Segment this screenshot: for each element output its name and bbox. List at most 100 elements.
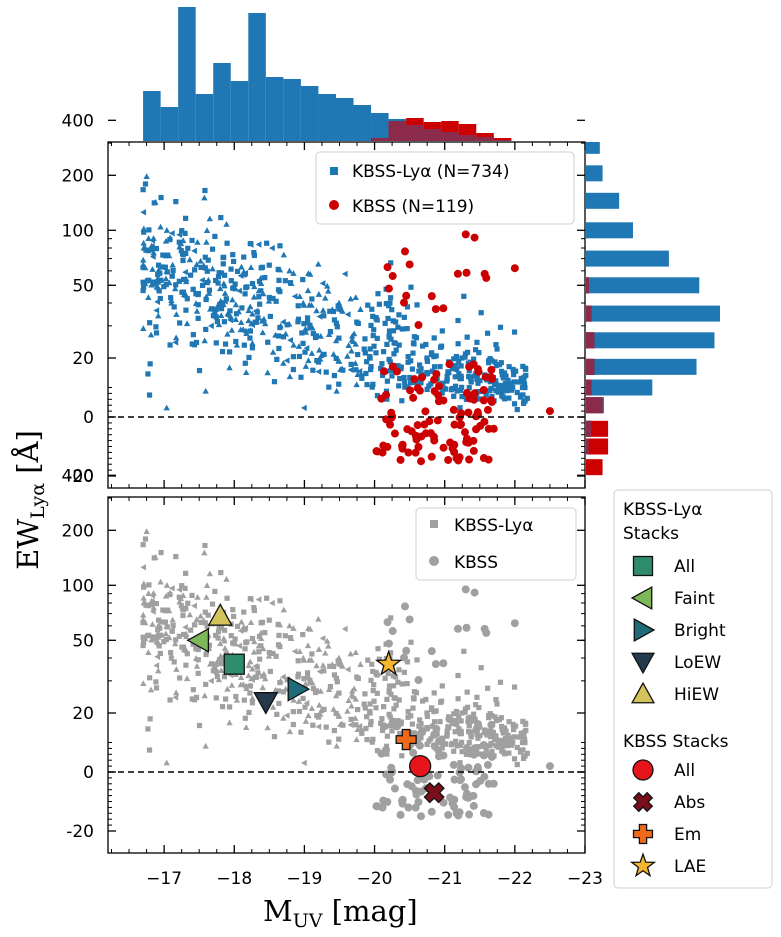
lya-source-point [508,380,514,386]
lya-source-point [182,230,188,236]
lya-limit-point [356,723,363,730]
lya-source-point [147,361,153,367]
x-tick-label: −21 [427,869,463,889]
lya-upper-limit-point [247,264,255,271]
lya-source-point [242,360,248,366]
lya-upper-limit-point [154,275,162,281]
kbss-source-point [461,230,470,239]
lya-upper-limit-point [215,676,223,683]
lya-source-point [370,687,376,694]
lya-source-point [210,313,217,319]
lya-upper-limit-point [280,251,288,258]
lya-source-point [410,695,417,701]
lya-limit-point [283,712,290,719]
lya-source-point [145,278,151,284]
lya-upper-limit-point [309,324,316,331]
lya-source-point [177,675,183,681]
kbss-source-point [479,385,488,394]
lya-upper-limit-point [200,617,208,624]
lya-source-point [494,701,500,707]
lya-source-point [298,729,304,735]
lya-upper-limit-point [150,249,157,256]
kbss-source-point [449,760,458,769]
kbss-source-point [480,417,489,426]
lya-source-point [370,736,376,742]
lya-source-point [389,307,395,313]
lya-source-point [374,672,380,678]
lya-source-point [454,388,460,394]
lya-upper-limit-point [243,724,250,731]
right-hist-bar-overlap [586,332,595,349]
lya-upper-limit-point [140,325,147,331]
kbss-source-point [412,435,421,444]
lya-source-point [397,719,403,725]
lya-source-point [461,648,467,654]
kbss-source-point [386,420,395,429]
lya-source-point [202,609,208,615]
lya-limit-point [247,596,254,603]
lya-source-point [477,377,483,384]
lya-limit-point [242,624,249,632]
lya-source-point [146,747,153,753]
lya-source-point [171,304,177,310]
lya-upper-limit-point [176,598,183,605]
lya-source-point [444,373,450,379]
y-tick-label: 50 [72,276,94,296]
lya-limit-point [300,404,307,412]
lya-source-point [287,635,294,641]
lya-source-point [274,356,280,362]
lya-source-point [475,735,481,741]
stacks-legend-marker-icon [632,823,654,845]
lya-source-point [424,358,431,364]
lya-source-point [397,376,403,382]
lya-source-point [203,681,209,688]
lya-source-point [452,729,458,735]
lya-source-point [396,312,402,318]
lya-source-point [176,239,182,245]
lya-limit-point [222,298,228,305]
lya-source-point [163,281,169,288]
lya-source-point [239,305,245,311]
lya-upper-limit-point [319,662,327,668]
lya-source-point [312,689,319,696]
lya-source-point [455,672,461,679]
lya-source-point [457,387,464,393]
lya-source-point [209,601,216,607]
legend-label-kbss-gray: KBSS [454,553,498,573]
lya-source-point [408,639,414,645]
lya-source-point [159,619,165,625]
lya-limit-point [316,668,323,675]
lya-source-point [433,353,439,359]
kbss-source-point [420,420,429,429]
lya-source-point [334,679,340,685]
lya-source-point [140,619,146,626]
lya-upper-limit-point [286,728,294,735]
lya-source-point [224,595,230,601]
kbss-source-point [455,808,464,817]
lya-source-point [439,328,445,334]
kbss-source-point [427,807,436,816]
kbss-source-point [434,397,443,406]
lya-source-point [375,291,381,297]
lya-upper-limit-point [302,329,310,335]
lya-limit-point [344,666,351,673]
lya-upper-limit-point [260,670,268,677]
lya-source-point [221,674,228,680]
lya-source-point [180,612,186,619]
lya-upper-limit-point [173,666,180,672]
lya-source-point [364,381,370,388]
lya-upper-limit-point [308,350,316,356]
lya-source-point [367,721,374,728]
lya-upper-limit-point [203,239,210,245]
lya-upper-limit-point [140,256,147,263]
lya-limit-point [227,316,234,324]
lya-source-point [405,714,411,720]
lya-source-point [501,370,508,376]
lya-source-point [505,377,511,383]
lya-source-point [302,704,308,710]
lya-source-point [147,675,153,681]
stacks-legend-lya-title-2: Stacks [623,524,679,544]
lya-upper-limit-point [296,293,303,299]
kbss-source-point [472,425,481,434]
lya-source-point [493,697,499,703]
